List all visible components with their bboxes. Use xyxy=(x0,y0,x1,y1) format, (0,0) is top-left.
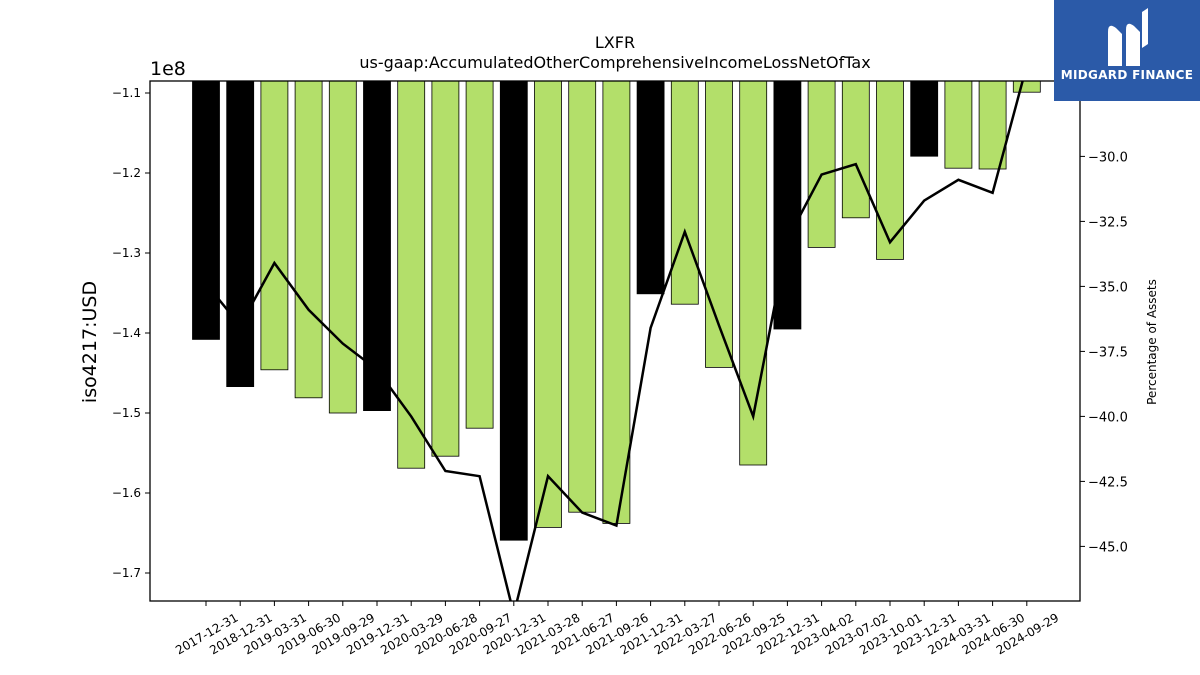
bar-2021-12-31 xyxy=(636,80,665,295)
bar-2024-09-29 xyxy=(1012,80,1041,93)
chart-subtitle: us-gaap:AccumulatedOtherComprehensiveInc… xyxy=(359,53,870,72)
midgard-logo-icon xyxy=(1108,8,1148,66)
bar-2024-06-30 xyxy=(978,80,1007,170)
bar-2023-04-02 xyxy=(807,80,836,248)
y-tick-label: −1.3 xyxy=(112,246,141,260)
bar-2017-12-31 xyxy=(192,80,220,340)
y2-tick-label: −35.0 xyxy=(1088,280,1128,295)
bar-2022-06-26 xyxy=(705,80,733,368)
y2-tick-label: −32.5 xyxy=(1088,215,1128,230)
chart-title: LXFR xyxy=(595,33,635,52)
bar-2019-09-29 xyxy=(328,80,357,414)
bar-2021-03-28 xyxy=(534,80,562,528)
bar-2023-07-02 xyxy=(841,80,870,219)
bar-2018-12-31 xyxy=(226,80,255,388)
y2-tick-label: −30.0 xyxy=(1088,150,1128,165)
brand-name: MIDGARD FINANCE xyxy=(1060,68,1194,82)
bar-2020-03-29 xyxy=(397,80,426,469)
y2-tick-label: −40.0 xyxy=(1088,410,1128,425)
brand-logo: MIDGARD FINANCE xyxy=(1054,0,1200,101)
y-tick-label: −1.4 xyxy=(112,326,141,340)
bar-2020-12-31 xyxy=(499,80,528,541)
bar-2020-09-27 xyxy=(465,80,494,429)
line-layer xyxy=(205,81,1024,601)
bar-2019-06-30 xyxy=(294,80,323,399)
bar-2021-09-26 xyxy=(602,80,631,524)
y2-tick-label: −45.0 xyxy=(1088,540,1128,555)
y2-tick-label: −42.5 xyxy=(1088,475,1128,490)
bar-2020-06-28 xyxy=(431,80,460,457)
bars-layer xyxy=(192,80,1041,541)
y2-axis-label: Percentage of Assets xyxy=(1145,279,1159,405)
y-tick-label: −1.1 xyxy=(112,86,141,100)
bar-2024-03-31 xyxy=(944,80,973,169)
y-offset-label: 1e8 xyxy=(150,58,186,80)
bar-2021-06-27 xyxy=(568,80,597,513)
y-axis-label: iso4217:USD xyxy=(79,281,101,403)
y-tick-label: −1.5 xyxy=(112,406,141,420)
y2-tick-label: −37.5 xyxy=(1088,345,1128,360)
bar-2022-09-25 xyxy=(739,80,768,466)
y-tick-label: −1.2 xyxy=(112,166,141,180)
bar-2019-12-31 xyxy=(363,80,391,412)
bar-2019-03-31 xyxy=(260,80,289,371)
bar-2023-12-31 xyxy=(910,80,939,157)
y-tick-label: −1.7 xyxy=(112,566,141,580)
y-tick-label: −1.6 xyxy=(112,486,141,500)
bar-2022-03-27 xyxy=(670,80,699,305)
plot-frame xyxy=(149,80,1081,602)
series-line-percentage-of-assets xyxy=(205,81,1024,601)
